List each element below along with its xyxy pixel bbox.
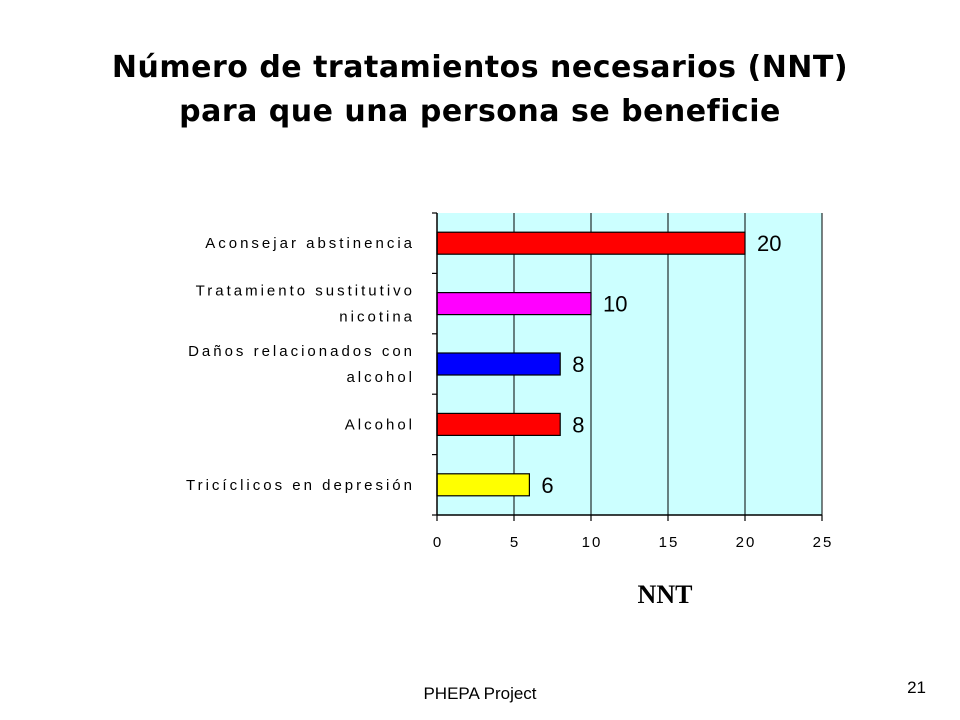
labels: 20 Aconsejar abstinencia 10 Tratamiento sus… xyxy=(186,231,834,551)
bar-4 xyxy=(436,473,531,497)
data-label-0: 20 xyxy=(757,231,781,256)
category-label-2-0: Daños relacionados con xyxy=(188,343,415,360)
slide-title: Número de tratamientos necesarios (NNT) … xyxy=(60,46,900,134)
x-tick-label-15: 15 xyxy=(659,534,680,551)
slide-title-line-1: Número de tratamientos necesarios (NNT) xyxy=(111,50,849,85)
category-label-1-1: nicotina xyxy=(339,309,415,326)
bars xyxy=(436,231,746,497)
page-number: 21 xyxy=(907,678,926,697)
grid-lines xyxy=(513,213,823,515)
bar-0 xyxy=(436,231,746,255)
x-tick-label-20: 20 xyxy=(736,534,757,551)
x-tick-label-0: 0 xyxy=(433,534,443,551)
footer-project: PHEPA Project xyxy=(423,684,537,703)
category-label-3-0: Alcohol xyxy=(345,416,415,433)
category-label-0-0: Aconsejar abstinencia xyxy=(205,235,415,252)
category-label-2-1: alcohol xyxy=(346,369,415,386)
axes xyxy=(432,212,823,521)
data-label-1: 10 xyxy=(603,292,627,317)
x-axis-title: NNT xyxy=(637,580,693,609)
data-label-4: 6 xyxy=(541,473,553,498)
x-tick-label-25: 25 xyxy=(813,534,834,551)
data-label-3: 8 xyxy=(572,412,584,437)
data-label-2: 8 xyxy=(572,352,584,377)
slide-title-line-2: para que una persona se beneficie xyxy=(179,94,781,129)
bar-2 xyxy=(436,352,561,376)
bar-3 xyxy=(436,412,561,436)
category-label-1-0: Tratamiento sustitutivo xyxy=(196,283,415,300)
x-tick-label-5: 5 xyxy=(510,534,520,551)
x-tick-label-10: 10 xyxy=(582,534,603,551)
category-label-4-0: Tricíclicos en depresión xyxy=(186,477,415,494)
bar-1 xyxy=(436,292,592,316)
